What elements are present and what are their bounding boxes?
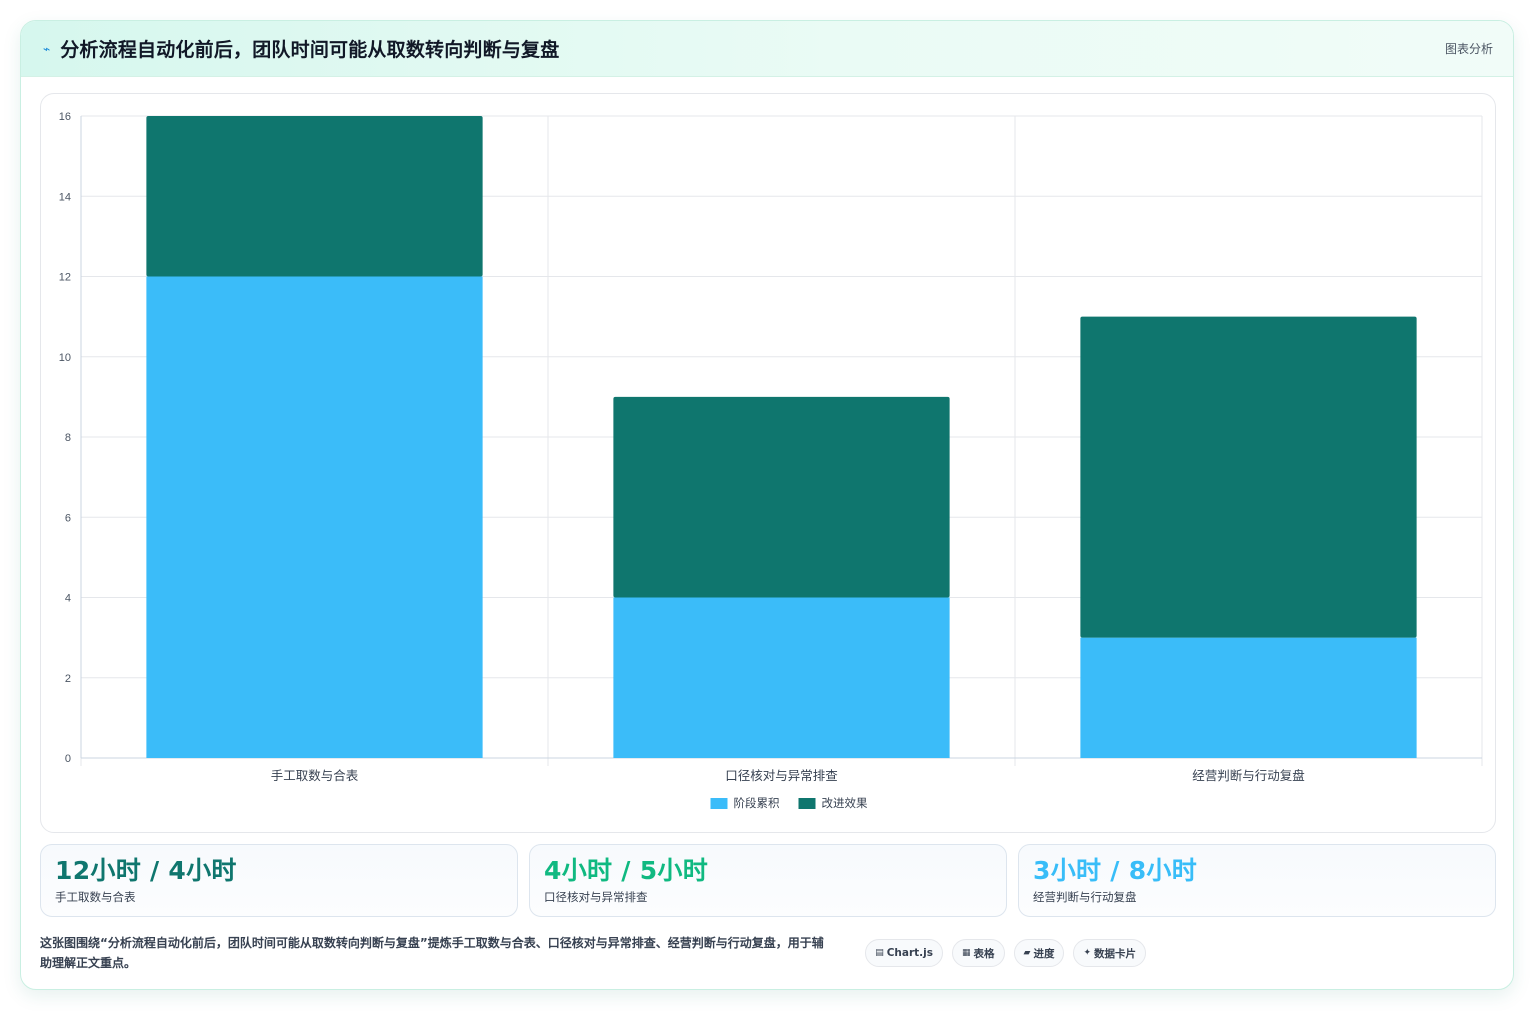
stat-card-3: 3小时 / 8小时 经营判断与行动复盘 (1018, 844, 1496, 917)
y-tick-label: 4 (65, 593, 71, 605)
table-icon: ▦ (962, 948, 971, 958)
y-tick-label: 14 (59, 191, 71, 203)
stat-label: 手工取数与合表 (55, 890, 136, 904)
pill-chartjs[interactable]: ▤ Chart.js (865, 939, 944, 967)
pill-label: 表格 (973, 947, 995, 960)
stat-value: 4小时 / 5小时 (544, 856, 709, 885)
bar-stage (146, 276, 483, 758)
legend-swatch (798, 798, 816, 809)
y-tick-label: 16 (59, 111, 71, 123)
x-tick-label: 手工取数与合表 (271, 768, 359, 783)
card-header: ⌁ 分析流程自动化前后，团队时间可能从取数转向判断与复盘 图表分析 (21, 21, 1513, 77)
chart-card: ⌁ 分析流程自动化前后，团队时间可能从取数转向判断与复盘 图表分析 0 2 4 6 8 1… (20, 20, 1514, 990)
stat-value: 12小时 / 4小时 (55, 856, 237, 885)
pill-label: Chart.js (886, 947, 934, 959)
legend-label: 改进效果 (822, 796, 868, 810)
y-tick-label: 0 (65, 753, 71, 765)
pill-label: 进度 (1033, 947, 1055, 960)
chart-analysis-tag: 图表分析 (1444, 42, 1493, 56)
card-title: 分析流程自动化前后，团队时间可能从取数转向判断与复盘 (60, 39, 560, 61)
pill-label: 数据卡片 (1094, 947, 1136, 960)
pill-data-card[interactable]: ✦ 数据卡片 (1073, 939, 1146, 967)
legend-swatch (710, 798, 728, 809)
y-tick-label: 10 (59, 352, 71, 364)
y-tick-label: 12 (59, 272, 71, 284)
legend-label: 阶段累积 (734, 796, 780, 810)
bar-stage (1080, 637, 1417, 758)
x-tick-label: 经营判断与行动复盘 (1192, 768, 1305, 783)
stat-card-2: 4小时 / 5小时 口径核对与异常排查 (529, 844, 1007, 917)
pill-table[interactable]: ▦ 表格 (952, 939, 1005, 967)
chart-container: 0 2 4 6 8 10 12 14 16 手工取数与合表 口径核对与异常排查 经营判断与行动复盘阶段… (40, 93, 1496, 833)
pill-progress[interactable]: ▰ 进度 (1013, 939, 1065, 967)
progress-icon: ▰ (1023, 948, 1031, 958)
y-tick-label: 6 (65, 512, 71, 524)
bar-improve (146, 116, 483, 277)
chart-description: 这张图围绕“分析流程自动化前后，团队时间可能从取数转向判断与复盘”提炼手工取数与… (40, 936, 824, 970)
stacked-bar-chart: 0 2 4 6 8 10 12 14 16 手工取数与合表 口径核对与异常排查 经营判断与行动复盘阶段… (59, 111, 1483, 810)
bar-stage (613, 597, 950, 758)
stat-card-1: 12小时 / 4小时 手工取数与合表 (40, 844, 518, 917)
stat-cards: 12小时 / 4小时 手工取数与合表 4小时 / 5小时 口径核对与异常排查 3… (40, 844, 1496, 917)
x-tick-label: 口径核对与异常排查 (725, 769, 838, 783)
card-footer: 这张图围绕“分析流程自动化前后，团队时间可能从取数转向判断与复盘”提炼手工取数与… (40, 931, 1496, 975)
stat-value: 3小时 / 8小时 (1033, 856, 1198, 885)
chart-icon: ▤ (875, 948, 884, 958)
title-group: ⌁ 分析流程自动化前后，团队时间可能从取数转向判断与复盘 (43, 35, 559, 62)
lightning-icon: ⌁ (43, 41, 51, 56)
bar-improve (613, 396, 950, 598)
tag-pills: ▤ Chart.js ▦ 表格 ▰ 进度 ✦ 数据卡片 (865, 939, 1146, 967)
stat-label: 经营判断与行动复盘 (1033, 890, 1137, 904)
stat-label: 口径核对与异常排查 (544, 890, 648, 904)
y-tick-label: 2 (65, 673, 71, 685)
bar-improve (1080, 316, 1417, 638)
y-tick-label: 8 (65, 432, 71, 444)
sparkle-icon: ✦ (1083, 948, 1091, 958)
